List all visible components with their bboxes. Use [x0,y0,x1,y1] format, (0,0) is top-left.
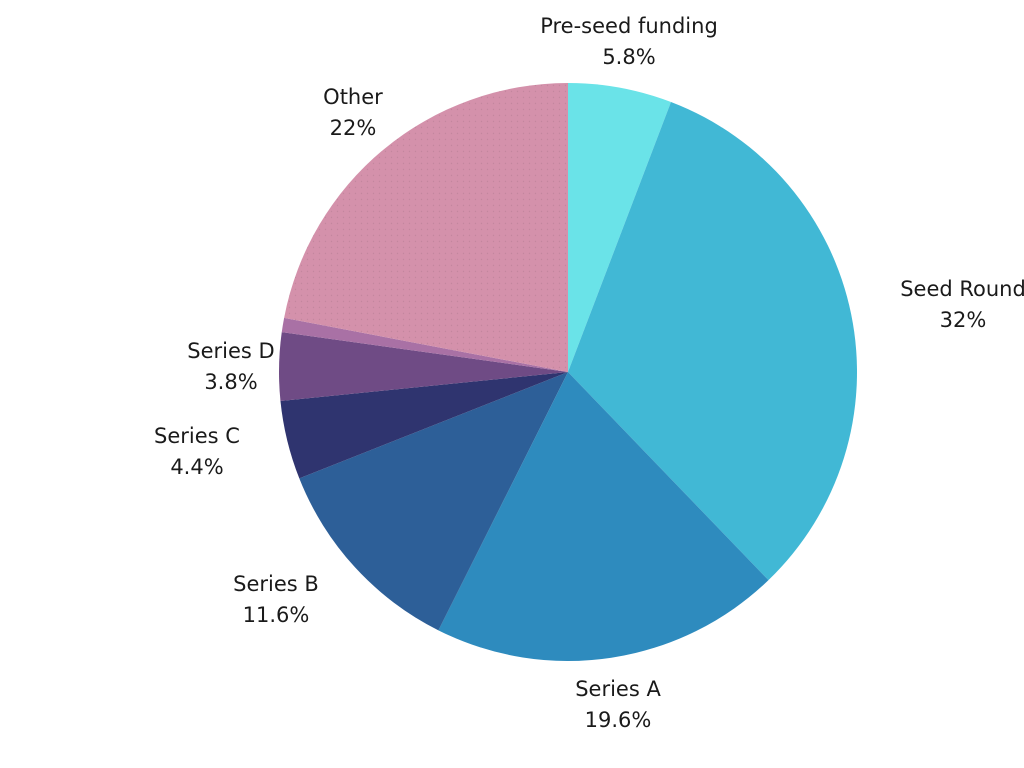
pie-slice-texture [284,83,568,372]
pie-slice-series-c [280,372,568,479]
pie-slice-series-b [299,372,568,631]
slice-label: Seed Round [900,277,1024,301]
slice-value-label: 32% [940,308,987,332]
slice-label: Other [323,85,383,109]
pie-slices [279,83,858,662]
pie-slice-series-a [438,372,769,662]
slice-value-label: 3.8% [204,370,257,394]
pie-slice-seed-round [568,101,858,581]
slice-label: Series C [154,424,240,448]
slice-label: Pre-seed funding [540,14,718,38]
slice-label: Series B [233,572,319,596]
pie-slice-series-d [279,332,568,401]
slice-value-label: 5.8% [602,45,655,69]
slice-value-label: 19.6% [585,708,652,732]
slice-value-label: 22% [330,116,377,140]
slice-label: Series D [187,339,274,363]
pie-labels: Pre-seed funding 5.8% Seed Round 32% Series … [154,14,1024,732]
pie-slice-pre-seed-funding [568,83,671,372]
slice-label: Series A [575,677,661,701]
slice-value-label: 4.4% [170,455,223,479]
pie-slice-unlabeled-6 [281,317,568,372]
slice-value-label: 11.6% [243,603,310,627]
